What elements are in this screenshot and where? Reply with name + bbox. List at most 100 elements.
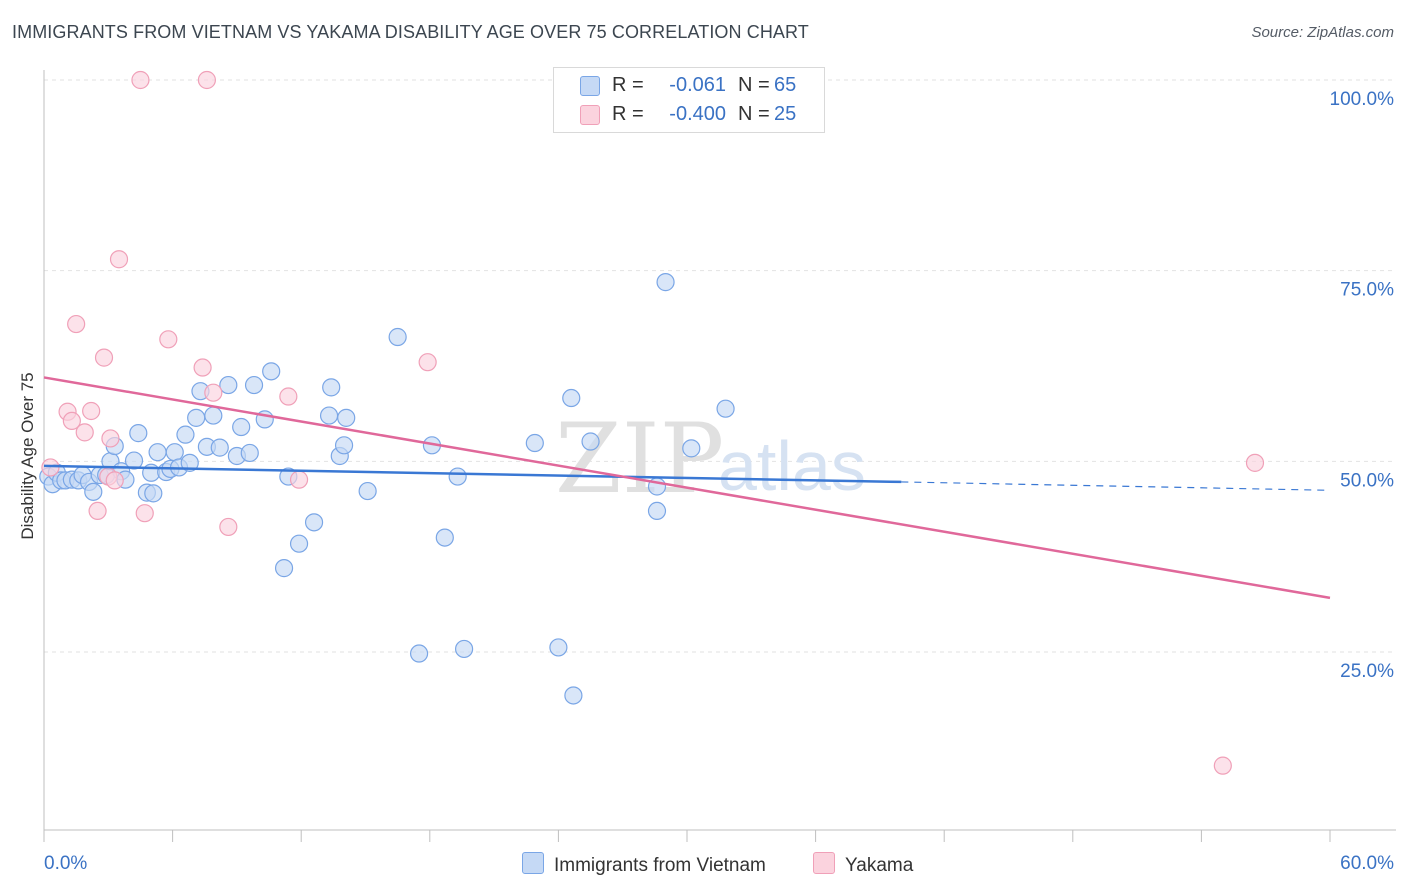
watermark: ZIP atlas — [555, 403, 866, 515]
trend-line — [43, 376, 1331, 600]
data-point — [135, 504, 154, 523]
y-tick-labels: 100.0% 75.0% 50.0% 25.0% — [1330, 89, 1395, 682]
data-point — [109, 250, 129, 269]
trend-line — [43, 464, 902, 484]
data-point — [334, 436, 354, 455]
data-point — [322, 378, 341, 397]
legend-n-label: N = — [738, 74, 770, 96]
y-tick-label: 100.0% — [1330, 89, 1395, 110]
bottom-legend-label-yakama: Yakama — [845, 855, 914, 876]
legend-swatch-yakama — [580, 105, 600, 125]
bottom-legend-yakama: Yakama — [813, 852, 913, 877]
data-point — [159, 330, 178, 349]
data-point — [279, 387, 298, 406]
data-point — [129, 424, 148, 443]
bottom-legend-swatch-yakama — [813, 852, 835, 874]
data-point — [1213, 756, 1232, 775]
data-point — [210, 438, 229, 457]
data-point — [176, 425, 195, 444]
data-point — [165, 443, 184, 462]
legend-n-value: 65 — [774, 74, 797, 96]
legend-n-label: N = — [738, 103, 770, 125]
x-tick-label-min: 0.0% — [44, 853, 87, 874]
data-point — [564, 686, 583, 705]
data-point — [304, 513, 324, 532]
data-point — [319, 406, 339, 425]
data-point — [454, 639, 474, 659]
legend-r-label: R = — [612, 103, 644, 125]
data-point — [244, 375, 264, 395]
y-tick-label: 25.0% — [1340, 661, 1394, 682]
data-point — [219, 375, 238, 395]
data-point — [562, 388, 581, 408]
data-point — [84, 482, 103, 501]
data-point — [549, 638, 568, 657]
legend-r-value: -0.061 — [669, 74, 726, 96]
bottom-legend-label-vietnam: Immigrants from Vietnam — [554, 855, 766, 876]
data-point — [187, 408, 206, 427]
data-point — [131, 70, 150, 90]
data-point — [88, 501, 107, 521]
data-point — [75, 423, 94, 442]
data-point — [716, 399, 735, 418]
data-point — [148, 443, 167, 462]
trend-line-extension — [901, 481, 1331, 491]
data-point — [193, 358, 212, 377]
chart-source: Source: ZipAtlas.com — [1251, 24, 1394, 41]
data-point — [289, 534, 309, 553]
correlation-legend: R = -0.061 N = 65 R = -0.400 N = 25 — [553, 67, 825, 133]
data-point — [1245, 453, 1265, 472]
data-point — [525, 433, 544, 453]
data-point — [682, 439, 701, 458]
gridlines — [44, 79, 1396, 653]
series-yakama — [41, 70, 1265, 775]
data-point — [409, 644, 429, 663]
data-point — [180, 453, 199, 472]
data-point — [41, 458, 60, 477]
data-point — [82, 401, 101, 421]
data-point — [581, 432, 600, 451]
axes — [43, 70, 1396, 831]
data-point — [388, 327, 407, 347]
legend-r-value: -0.400 — [669, 103, 726, 125]
data-point — [197, 70, 216, 90]
data-point — [144, 484, 163, 503]
data-point — [262, 362, 281, 381]
chart-title: IMMIGRANTS FROM VIETNAM VS YAKAMA DISABI… — [12, 22, 809, 42]
data-point — [204, 406, 223, 425]
legend-n-value: 25 — [774, 103, 797, 125]
x-tick-label-max: 60.0% — [1340, 853, 1394, 874]
y-axis-label: Disability Age Over 75 — [18, 372, 37, 540]
bottom-legend-vietnam: Immigrants from Vietnam — [522, 852, 766, 877]
trend-lines — [43, 376, 1331, 600]
data-point — [289, 470, 309, 489]
legend-r-label: R = — [612, 74, 644, 96]
data-point — [105, 471, 124, 490]
bottom-legend-swatch-vietnam — [522, 852, 544, 874]
watermark-atlas: atlas — [718, 427, 866, 505]
data-point — [647, 501, 667, 521]
data-point — [232, 417, 251, 437]
data-point — [67, 314, 86, 334]
data-point — [240, 443, 259, 463]
data-point — [62, 411, 81, 431]
data-point — [435, 528, 454, 547]
series-vietnam — [39, 273, 735, 705]
data-point — [101, 429, 120, 448]
data-point — [448, 467, 467, 486]
data-point — [656, 273, 675, 292]
data-point — [337, 408, 356, 427]
legend-swatch-vietnam — [580, 76, 600, 96]
y-tick-label: 75.0% — [1340, 280, 1394, 301]
data-point — [358, 481, 377, 501]
data-point — [418, 353, 437, 372]
y-tick-label: 50.0% — [1340, 470, 1394, 491]
data-point — [204, 383, 223, 402]
data-point — [124, 451, 144, 470]
x-ticks — [43, 830, 1331, 842]
data-point — [274, 559, 294, 578]
data-point — [94, 348, 114, 367]
watermark-zip: ZIP — [555, 403, 724, 515]
data-point — [219, 517, 238, 537]
